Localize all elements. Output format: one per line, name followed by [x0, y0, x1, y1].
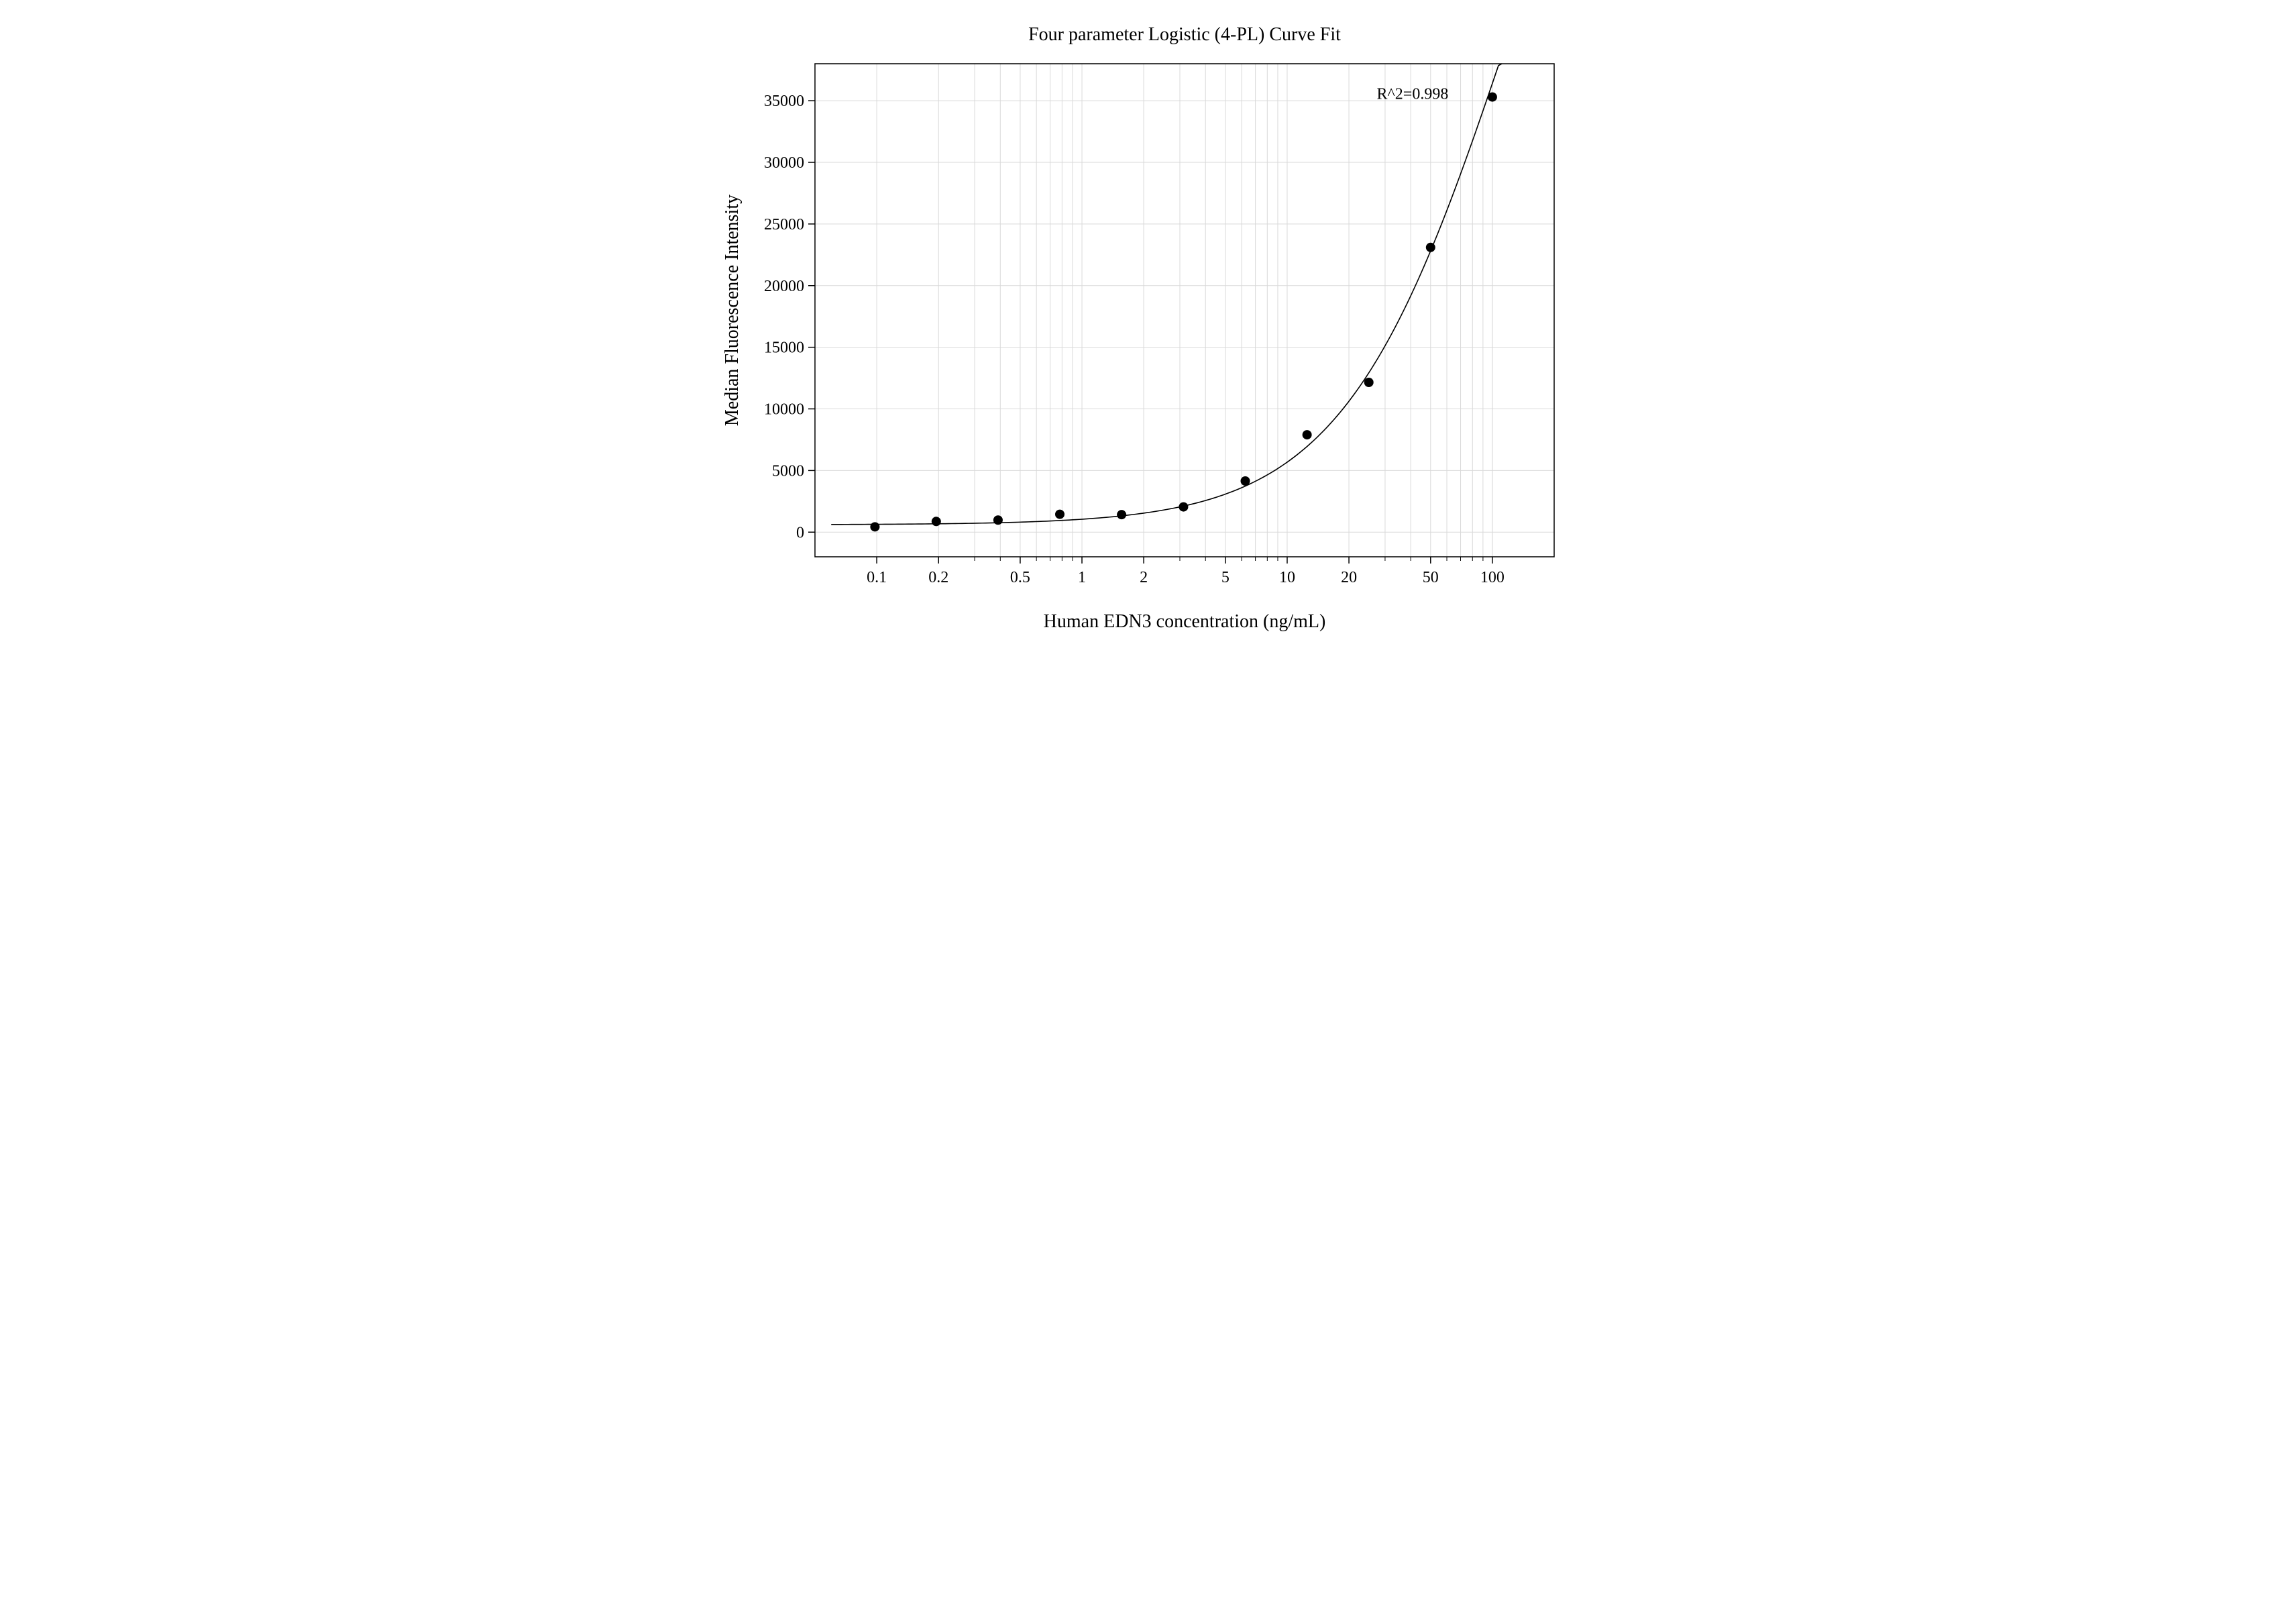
data-point — [1364, 378, 1373, 387]
x-tick-label: 50 — [1422, 569, 1438, 586]
data-point — [870, 522, 879, 531]
r-squared-annotation: R^2=0.998 — [1376, 85, 1448, 103]
data-point — [1302, 430, 1311, 439]
x-tick-label: 1 — [1078, 569, 1086, 586]
y-tick-label: 20000 — [764, 278, 804, 295]
y-axis-label: Median Fluorescence Intensity — [722, 195, 743, 426]
x-tick-label: 0.2 — [928, 569, 948, 586]
x-tick-label: 10 — [1278, 569, 1295, 586]
data-point — [1487, 93, 1496, 102]
y-tick-label: 25000 — [764, 216, 804, 233]
x-tick-label: 0.5 — [1009, 569, 1030, 586]
x-tick-label: 100 — [1480, 569, 1504, 586]
data-point — [1240, 476, 1250, 486]
x-tick-label: 0.1 — [867, 569, 887, 586]
chart-title: Four parameter Logistic (4-PL) Curve Fit — [1028, 24, 1341, 45]
data-point — [1055, 510, 1064, 519]
x-axis-label: Human EDN3 concentration (ng/mL) — [1043, 611, 1325, 632]
y-tick-label: 35000 — [764, 93, 804, 110]
y-tick-label: 10000 — [764, 401, 804, 419]
y-tick-label: 15000 — [764, 339, 804, 357]
data-point — [931, 517, 940, 526]
y-tick-label: 30000 — [764, 154, 804, 172]
y-tick-label: 0 — [796, 524, 804, 541]
y-tick-label: 5000 — [772, 462, 804, 480]
x-tick-label: 2 — [1140, 569, 1148, 586]
x-tick-label: 20 — [1341, 569, 1357, 586]
curve-fit-chart: 0.1 0.2 0.5 1 2 5 10 20 50 100 0 5000 10000 15000 2000… — [639, 0, 1658, 712]
data-point — [1179, 502, 1188, 512]
data-point — [1425, 243, 1435, 252]
data-point — [1117, 510, 1126, 519]
x-tick-label: 5 — [1221, 569, 1229, 586]
data-point — [993, 515, 1002, 525]
